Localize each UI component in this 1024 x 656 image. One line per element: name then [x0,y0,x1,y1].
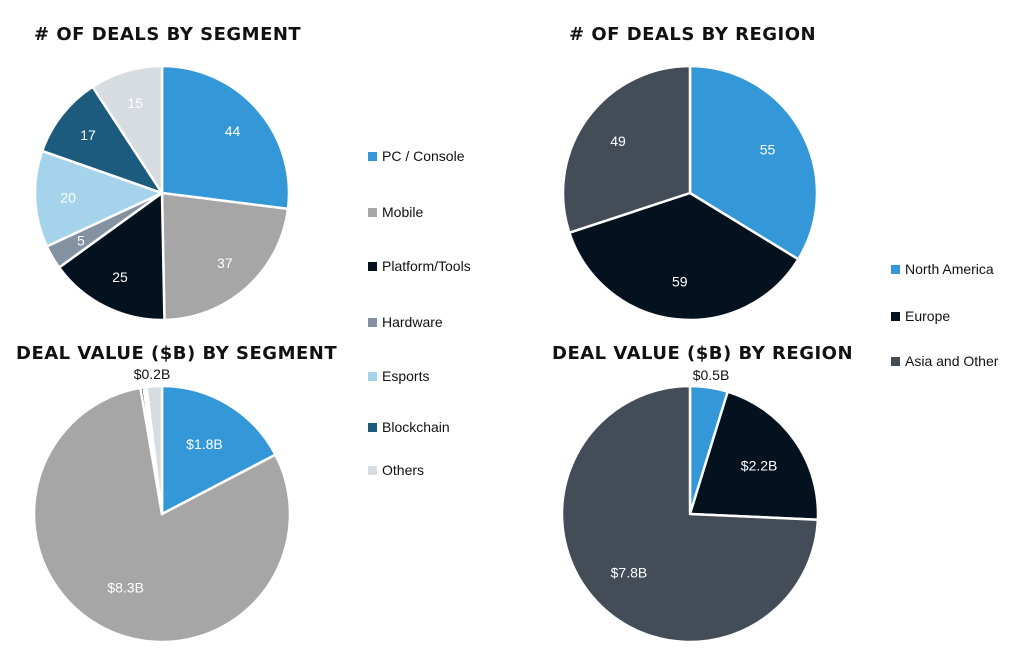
legend-item-mobile: Mobile [368,203,423,221]
legend-item-others: Others [368,461,424,479]
data-label-platform-tools: 25 [112,269,128,285]
legend-swatch [891,311,900,321]
legend-item-pc-console: PC / Console [368,147,464,165]
legend-swatch [368,207,377,217]
legend-item-blockchain: Blockchain [368,418,450,436]
legend-label: North America [905,261,994,277]
slice-asia-and-other [560,384,820,644]
data-label-others: $0.2B [134,366,171,382]
legend-swatch [368,465,377,475]
slice-asia-and-other [561,64,692,234]
legend-swatch [368,317,377,327]
slice-pc-console [160,384,277,516]
pie-value-by-region: $0.5B $2.2B $7.8B [560,367,820,644]
slice-europe [568,191,800,322]
legend-item-esports: Esports [368,367,429,385]
data-label-north-america: 55 [760,142,776,158]
slice-blockchain [40,85,164,195]
slice-esports [33,149,164,248]
data-label-mobile: $8.3B [107,579,144,595]
pie-deals-by-region: 55 59 49 [561,64,819,322]
legend-label: Esports [382,368,430,384]
slice-europe [688,390,820,521]
data-label-europe: 59 [672,273,688,289]
slice-others [91,64,164,195]
legend-label: Europe [905,308,951,324]
pie-deals-by-segment: 44 37 25 5 20 17 15 [33,64,291,322]
legend-item-hardware: Hardware [368,313,443,331]
legend-swatch [891,356,900,366]
chart-title-deals-by-segment: # OF DEALS BY SEGMENT [34,24,302,45]
legend-label: Others [382,462,425,478]
legend-label: Blockchain [382,419,450,435]
legend-swatch [368,422,377,432]
legend-swatch [368,261,377,271]
slice-platform-tools [57,191,166,322]
legend-item-europe: Europe [891,307,950,325]
pie-value-by-segment: $1.8B $8.3B $0.2B [32,366,292,644]
data-label-asia-and-other: $7.8B [611,564,648,580]
legend-swatch [891,264,900,274]
legend-item-platform-tools: Platform/Tools [368,257,471,275]
data-label-europe: $2.2B [741,457,778,473]
data-label-pc-console: $1.8B [186,436,223,452]
data-label-asia-and-other: 49 [610,133,626,149]
legend-swatch [368,151,377,161]
data-label-hardware: 5 [77,233,85,249]
legend-label: Platform/Tools [382,258,471,274]
legend-item-north-america: North America [891,260,994,278]
data-label-mobile: 37 [217,255,233,271]
data-label-pc-console: 44 [225,123,241,139]
legend-label: PC / Console [382,148,465,164]
slice-pc-console [160,64,291,211]
legend-label: Hardware [382,314,443,330]
legend-label: Asia and Other [905,353,999,369]
data-label-blockchain: 17 [80,127,96,143]
legend-item-asia-and-other: Asia and Other [891,352,998,370]
chart-title-value-by-segment: DEAL VALUE ($B) BY SEGMENT [16,343,338,364]
slice-mobile [160,191,290,322]
chart-title-value-by-region: DEAL VALUE ($B) BY REGION [552,343,854,364]
data-label-others: 15 [127,95,143,111]
legend-label: Mobile [382,204,424,220]
chart-title-deals-by-region: # OF DEALS BY REGION [569,24,817,45]
data-label-esports: 20 [60,190,76,206]
legend-swatch [368,371,377,381]
slice-others [145,384,164,516]
data-label-north-america: $0.5B [693,367,730,383]
